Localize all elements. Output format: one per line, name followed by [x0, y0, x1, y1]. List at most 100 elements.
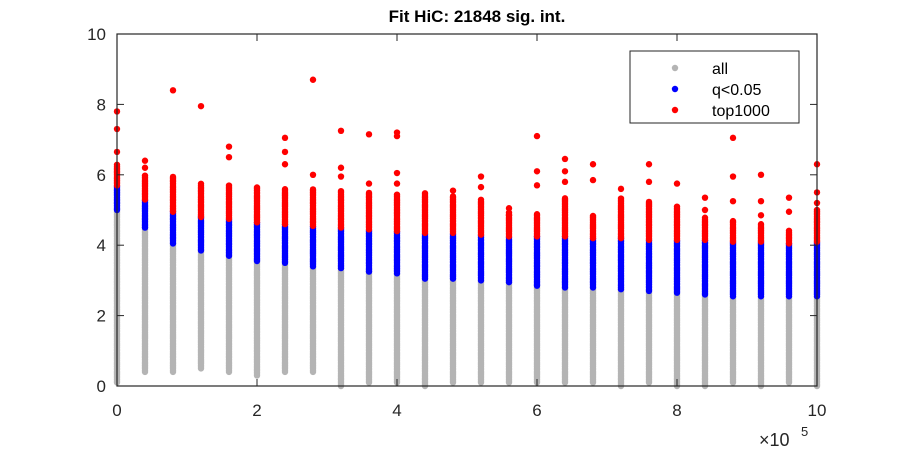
series-2-column	[673, 203, 681, 244]
series-0-column	[701, 292, 709, 390]
series-0-column	[393, 271, 401, 386]
data-point	[141, 172, 149, 179]
series-2-column	[365, 189, 373, 233]
series-1-column	[337, 225, 345, 272]
legend-label: all	[712, 61, 728, 78]
series-2-column	[169, 173, 177, 215]
series-1-column	[561, 233, 569, 291]
data-point	[729, 217, 737, 225]
series-2-column	[785, 227, 793, 247]
data-point	[197, 180, 205, 187]
data-point-outlier	[533, 168, 541, 175]
data-point	[449, 193, 457, 200]
data-point-outlier	[337, 127, 345, 134]
data-point-outlier	[169, 87, 177, 94]
data-point	[393, 191, 401, 198]
series-1-column	[393, 228, 401, 277]
data-point-outlier	[757, 212, 765, 219]
data-point-outlier	[141, 157, 149, 164]
data-point	[309, 186, 317, 193]
data-point-outlier	[281, 134, 289, 142]
series-1-column	[477, 232, 485, 284]
data-points	[113, 76, 821, 390]
data-point-outlier	[617, 185, 625, 193]
x-tick-labels: 0 2 4 6 8 10	[112, 401, 826, 420]
x-multiplier-exponent: 5	[801, 424, 808, 439]
y-tick-label: 2	[97, 307, 106, 326]
data-point	[617, 195, 625, 202]
series-2-column	[561, 195, 569, 240]
data-point	[533, 211, 541, 218]
data-point-outlier	[393, 132, 401, 140]
data-point-outlier	[701, 206, 709, 214]
series-1-column	[617, 235, 625, 293]
y-tick-label: 4	[97, 236, 106, 255]
y-tick-label: 10	[87, 25, 106, 44]
series-1-column	[645, 237, 653, 295]
data-point-outlier	[673, 180, 681, 187]
x-tick-label: 10	[808, 401, 827, 420]
data-point-outlier	[589, 176, 597, 184]
series-0-column	[757, 294, 765, 390]
data-point-outlier	[561, 178, 569, 186]
x-tick-label: 0	[112, 401, 121, 420]
series-2-column	[589, 212, 597, 242]
data-point	[225, 182, 233, 189]
series-0-column	[197, 247, 205, 372]
data-point-outlier	[197, 102, 205, 110]
data-point-outlier	[141, 164, 149, 171]
series-1-column	[533, 233, 541, 289]
series-2-column	[309, 186, 317, 230]
axis-ticks	[116, 33, 818, 387]
series-0-column	[645, 288, 653, 386]
series-0-column	[141, 224, 149, 376]
series-2-column	[253, 184, 261, 226]
x-tick-label: 8	[672, 401, 681, 420]
series-2-column	[449, 193, 457, 237]
legend-box	[629, 50, 800, 124]
series-2-column	[421, 190, 429, 237]
series-2-column	[533, 211, 541, 240]
series-1-column	[505, 234, 513, 286]
series-0-column	[169, 240, 177, 376]
series-1-column	[449, 231, 457, 282]
series-2-column	[393, 191, 401, 235]
data-point-outlier	[645, 178, 653, 186]
legend-marker	[671, 106, 679, 114]
data-point	[561, 195, 569, 202]
data-point-outlier	[365, 131, 373, 138]
data-point-outlier	[337, 164, 345, 171]
data-point-outlier	[393, 180, 401, 187]
series-2-column	[281, 186, 289, 228]
series-2-column	[729, 217, 737, 245]
data-point	[253, 184, 261, 191]
series-0-column	[589, 284, 597, 386]
data-point	[757, 221, 765, 228]
data-point-outlier	[729, 198, 737, 205]
series-2-column	[645, 198, 653, 244]
data-point-outlier	[757, 198, 765, 205]
series-0-column	[421, 276, 429, 390]
series-0-column	[785, 293, 793, 386]
data-point-outlier	[477, 183, 485, 191]
series-0-column	[225, 253, 233, 376]
y-tick-label: 8	[97, 95, 106, 114]
data-point	[589, 212, 597, 220]
legend-label: top1000	[712, 103, 770, 120]
series-0-column	[533, 282, 541, 386]
legend-marker	[671, 64, 679, 72]
data-point-outlier	[533, 132, 541, 140]
data-point-outlier	[561, 168, 569, 175]
data-point-outlier	[449, 187, 457, 194]
series-1-column	[701, 237, 709, 298]
series-0-column	[505, 279, 513, 386]
data-point-outlier	[309, 171, 317, 178]
series-2-column	[197, 180, 205, 221]
series-1-column	[421, 231, 429, 282]
series-1-column	[589, 235, 597, 291]
series-0-column	[449, 276, 457, 386]
data-point	[169, 173, 177, 181]
data-point	[785, 227, 793, 234]
series-0-column	[477, 277, 485, 386]
series-1-column	[673, 237, 681, 296]
